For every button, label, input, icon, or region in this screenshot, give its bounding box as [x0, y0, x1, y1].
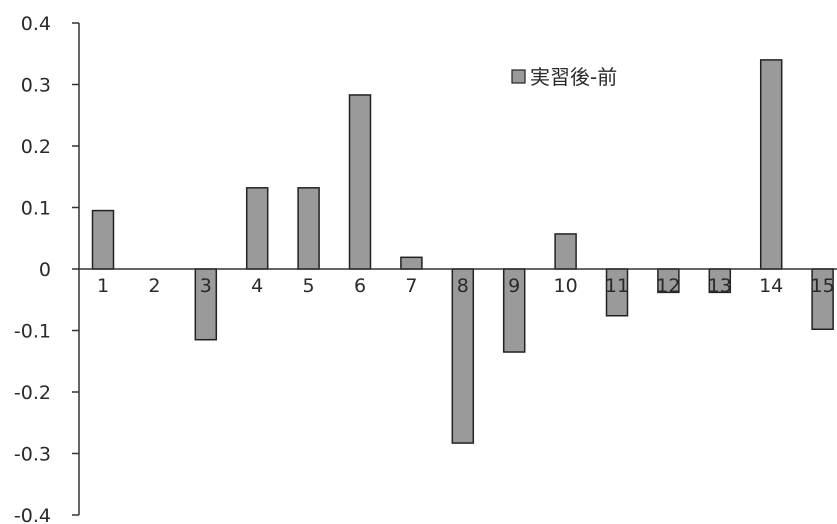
bar-10: [554, 233, 577, 270]
bar-4: [245, 187, 269, 270]
category-label-15: 15: [811, 275, 835, 297]
category-label-5: 5: [303, 275, 315, 297]
y-tick-label: -0.4: [14, 505, 51, 524]
y-axis: [72, 22, 80, 516]
y-tick-label: 0.2: [21, 136, 51, 158]
category-label-7: 7: [405, 275, 417, 297]
category-label-11: 11: [605, 275, 629, 297]
bars: [91, 59, 834, 444]
y-tick-label: -0.1: [14, 321, 51, 343]
category-label-10: 10: [554, 275, 578, 297]
bar-7: [400, 256, 423, 270]
y-tick-label: 0.4: [21, 13, 51, 35]
legend-swatch: [511, 69, 526, 84]
legend-label: 実習後-前: [530, 65, 617, 89]
category-label-6: 6: [354, 275, 366, 297]
category-label-13: 13: [708, 275, 732, 297]
category-labels: 1 2 3 4 5 6 7 8 9 10 11 12 13 14 15: [97, 275, 835, 297]
y-tick-label: 0.1: [21, 198, 51, 220]
y-tick-labels: 0.4 0.3 0.2 0.1 0 -0.1 -0.2 -0.3 -0.4: [14, 13, 51, 524]
category-label-4: 4: [251, 275, 263, 297]
bar-1: [91, 209, 115, 270]
category-label-2: 2: [148, 275, 160, 297]
y-tick-label: -0.3: [14, 444, 51, 466]
y-tick-label: 0: [39, 259, 51, 281]
y-tick-label: 0.3: [21, 75, 51, 97]
bar-5: [297, 187, 320, 270]
category-label-8: 8: [457, 275, 469, 297]
category-label-14: 14: [759, 275, 783, 297]
category-label-1: 1: [97, 275, 109, 297]
legend: 実習後-前: [511, 65, 617, 89]
bar-6: [348, 94, 372, 270]
category-label-9: 9: [508, 275, 520, 297]
y-tick-label: -0.2: [14, 382, 51, 404]
category-label-12: 12: [656, 275, 680, 297]
category-label-3: 3: [200, 275, 212, 297]
bar-14: [759, 59, 783, 270]
